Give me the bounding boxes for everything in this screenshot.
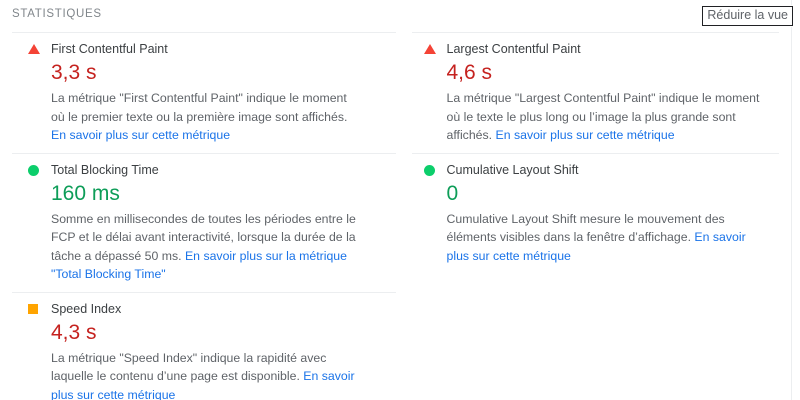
metric-description-text: La métrique "Speed Index" indique la rap… [51,350,327,384]
right-edge-divider [791,0,792,400]
metric-header: Cumulative Layout Shift [423,162,770,179]
page-title: STATISTIQUES [12,8,102,20]
metric-card: Total Blocking Time 160 ms Somme en millis… [12,152,396,292]
metric-name: Speed Index [51,301,122,316]
triangle-warning-icon [28,44,40,55]
metric-name: First Contentful Paint [51,42,168,56]
collapse-view-button[interactable]: Réduire la vue [701,5,794,27]
metric-header: Total Blocking Time [14,163,362,179]
metric-description: La métrique "Largest Contentful Paint" i… [447,89,770,145]
metric-description: Cumulative Layout Shift mesure le mouvem… [447,210,770,266]
panel-header: STATISTIQUES Réduire la vue [12,0,794,30]
metric-header: First Contentful Paint [14,42,362,58]
metric-header: Largest Contentful Paint [423,42,770,58]
circle-pass-icon [423,164,435,176]
metric-value: 0 [446,181,459,205]
metric-description-text: La métrique "Largest Contentful Paint" i… [446,91,760,142]
metric-description-text: Cumulative Layout Shift mesure le mouvem… [446,211,725,245]
square-average-icon [28,303,39,315]
circle-pass-icon [28,164,39,176]
triangle-warning-icon [423,44,436,55]
learn-more-link[interactable]: En savoir plus sur cette métrique [51,128,231,142]
metric-name: Largest Contentful Paint [446,42,581,56]
metric-description: La métrique "Speed Index" indique la rap… [51,349,362,400]
metric-description-text: La métrique "First Contentful Paint" ind… [51,91,348,124]
learn-more-link[interactable]: En savoir plus sur cette métrique [51,369,355,400]
metric-card: Cumulative Layout Shift 0 Cumulative Layou… [395,152,779,292]
metric-card: Largest Contentful Paint 4,6 s La métrique… [395,32,779,153]
metric-value: 160 ms [51,181,120,205]
metric-value: 4,3 s [51,320,97,344]
metric-description-text: Somme en millisecondes de toutes les pér… [51,211,356,263]
learn-more-link[interactable]: En savoir plus sur la métrique "Total Bl… [51,248,347,282]
metric-value: 4,6 s [446,61,493,84]
metric-header: Speed Index [14,302,362,318]
metric-card: First Contentful Paint 3,3 s La métrique "… [12,32,396,153]
metric-name: Cumulative Layout Shift [446,162,579,177]
metric-description: Somme en millisecondes de toutes les pér… [51,210,362,284]
square-average-icon-shape [28,303,38,314]
circle-pass-icon-shape [423,164,435,176]
learn-more-link[interactable]: En savoir plus sur cette métrique [495,128,675,142]
triangle-warning-icon-shape [28,44,40,54]
metric-card: Speed Index 4,3 s La métrique "Speed Index… [12,291,396,400]
metrics-grid: First Contentful Paint 3,3 s La métrique "… [12,32,779,400]
triangle-warning-icon-shape [423,44,436,54]
metric-description: La métrique "First Contentful Paint" ind… [51,89,362,145]
metric-name: Total Blocking Time [51,162,159,177]
learn-more-link[interactable]: En savoir plus sur cette métrique [446,230,746,263]
circle-pass-icon-shape [28,164,39,176]
metric-value: 3,3 s [51,61,97,84]
